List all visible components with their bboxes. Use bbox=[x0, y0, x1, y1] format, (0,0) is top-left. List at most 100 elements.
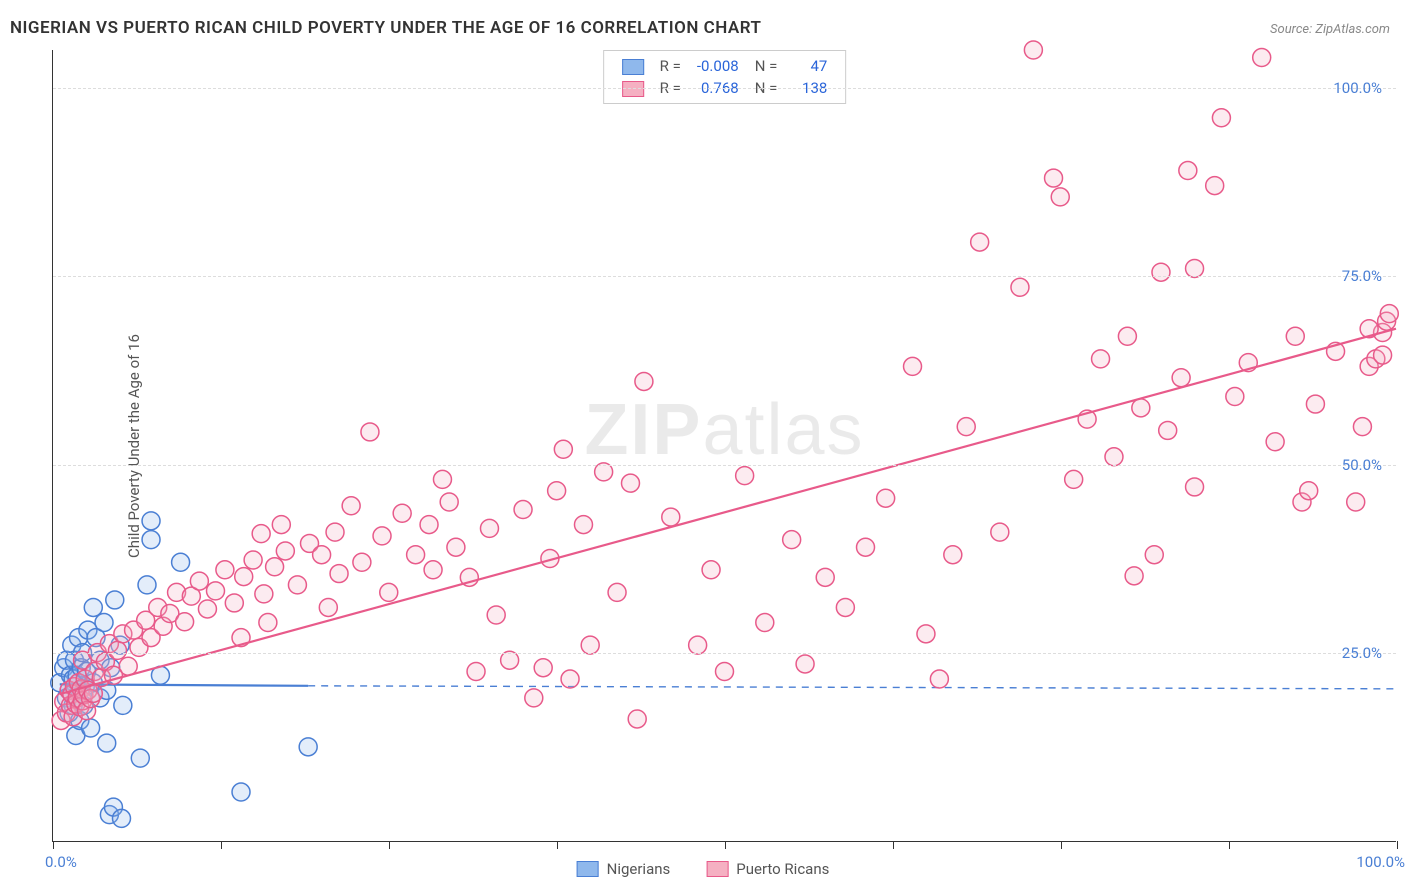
y-tick-label: 100.0% bbox=[1333, 79, 1382, 97]
data-point bbox=[1152, 263, 1170, 281]
data-point bbox=[554, 440, 572, 458]
legend-swatch bbox=[706, 861, 728, 877]
legend-item: Nigerians bbox=[577, 860, 671, 878]
data-point bbox=[836, 598, 854, 616]
data-point bbox=[1045, 169, 1063, 187]
data-point bbox=[244, 551, 262, 569]
data-point bbox=[272, 516, 290, 534]
data-point bbox=[259, 614, 277, 632]
chart-title: NIGERIAN VS PUERTO RICAN CHILD POVERTY U… bbox=[10, 18, 761, 38]
data-point bbox=[380, 583, 398, 601]
data-point bbox=[1380, 305, 1398, 323]
data-point bbox=[1024, 41, 1042, 59]
data-point bbox=[702, 561, 720, 579]
data-point bbox=[225, 594, 243, 612]
data-point bbox=[561, 670, 579, 688]
data-point bbox=[1306, 395, 1324, 413]
data-point bbox=[190, 572, 208, 590]
data-point bbox=[1132, 399, 1150, 417]
data-point bbox=[330, 565, 348, 583]
legend-label: Puerto Ricans bbox=[736, 860, 829, 878]
data-point bbox=[716, 663, 734, 681]
data-point bbox=[1206, 177, 1224, 195]
data-point bbox=[108, 641, 126, 659]
data-point bbox=[991, 523, 1009, 541]
data-point bbox=[1159, 421, 1177, 439]
data-point bbox=[1286, 327, 1304, 345]
data-point bbox=[447, 538, 465, 556]
data-point bbox=[299, 738, 317, 756]
data-point bbox=[467, 663, 485, 681]
data-point bbox=[525, 689, 543, 707]
data-point bbox=[138, 576, 156, 594]
x-tick bbox=[1229, 841, 1230, 849]
stat-n-value: 47 bbox=[785, 55, 835, 77]
data-point bbox=[106, 591, 124, 609]
data-point bbox=[930, 670, 948, 688]
data-point bbox=[514, 501, 532, 519]
gridline bbox=[53, 653, 1396, 654]
data-point bbox=[276, 542, 294, 560]
gridline bbox=[53, 465, 1396, 466]
y-tick-label: 75.0% bbox=[1342, 267, 1382, 285]
data-point bbox=[1212, 109, 1230, 127]
trend-line bbox=[60, 329, 1396, 694]
data-point bbox=[266, 558, 284, 576]
data-point bbox=[635, 372, 653, 390]
data-point bbox=[971, 233, 989, 251]
data-point bbox=[1347, 493, 1365, 511]
source-attribution: Source: ZipAtlas.com bbox=[1270, 22, 1390, 37]
data-point bbox=[689, 636, 707, 654]
data-point bbox=[1179, 162, 1197, 180]
trend-line-extension bbox=[308, 686, 1396, 689]
data-point bbox=[1011, 278, 1029, 296]
data-point bbox=[1253, 49, 1271, 67]
data-point bbox=[548, 482, 566, 500]
data-point bbox=[1172, 369, 1190, 387]
data-point bbox=[252, 525, 270, 543]
x-tick bbox=[389, 841, 390, 849]
data-point bbox=[1266, 433, 1284, 451]
data-point bbox=[84, 598, 102, 616]
data-point bbox=[98, 734, 116, 752]
data-point bbox=[574, 516, 592, 534]
data-point bbox=[662, 508, 680, 526]
data-point bbox=[353, 553, 371, 571]
scatter-svg bbox=[53, 50, 1396, 841]
y-tick-label: 25.0% bbox=[1342, 644, 1382, 662]
legend-item: Puerto Ricans bbox=[706, 860, 829, 878]
data-point bbox=[198, 600, 216, 618]
series-legend: Nigerians Puerto Ricans bbox=[577, 860, 830, 878]
stats-legend-row: R =-0.008N =47 bbox=[614, 55, 836, 77]
data-point bbox=[736, 467, 754, 485]
data-point bbox=[917, 625, 935, 643]
x-tick bbox=[1061, 841, 1062, 849]
x-tick bbox=[893, 841, 894, 849]
data-point bbox=[420, 516, 438, 534]
data-point bbox=[621, 474, 639, 492]
x-tick bbox=[557, 841, 558, 849]
data-point bbox=[114, 696, 132, 714]
x-tick bbox=[53, 841, 54, 849]
legend-label: Nigerians bbox=[607, 860, 671, 878]
data-point bbox=[628, 710, 646, 728]
data-point bbox=[361, 423, 379, 441]
data-point bbox=[142, 531, 160, 549]
data-point bbox=[944, 546, 962, 564]
data-point bbox=[857, 538, 875, 556]
data-point bbox=[373, 527, 391, 545]
stat-n-label: N = bbox=[747, 55, 786, 77]
data-point bbox=[904, 357, 922, 375]
stat-r-label: R = bbox=[652, 55, 689, 77]
x-tick-label: 100.0% bbox=[1356, 853, 1405, 871]
data-point bbox=[1105, 448, 1123, 466]
data-point bbox=[433, 470, 451, 488]
x-tick bbox=[725, 841, 726, 849]
data-point bbox=[487, 606, 505, 624]
data-point bbox=[176, 613, 194, 631]
stat-r-value: -0.008 bbox=[689, 55, 747, 77]
data-point bbox=[816, 568, 834, 586]
legend-swatch bbox=[577, 861, 599, 877]
data-point bbox=[1145, 546, 1163, 564]
data-point bbox=[1186, 259, 1204, 277]
